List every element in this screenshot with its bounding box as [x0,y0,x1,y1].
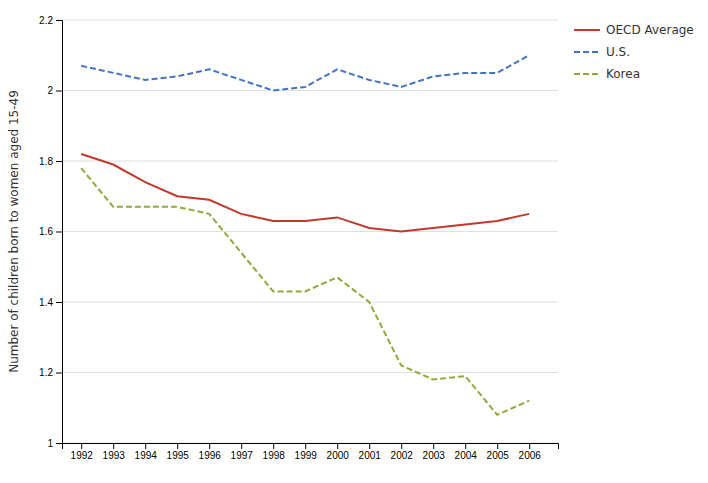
grid-line [62,372,558,373]
line [81,55,529,90]
tick-mark [241,443,242,449]
tick: 1995 [167,443,190,461]
tick-mark [433,443,434,449]
grid-line [62,231,558,232]
tick: 1 [47,438,62,449]
tick: 1998 [263,443,286,461]
chart-container: 1992 1993 1994 1995 1996 1997 1998 1999 2000 2001… [0,0,708,483]
tick-label: 1993 [103,450,126,461]
line [81,154,529,232]
tick-mark [305,443,306,449]
tick-mark [401,443,402,449]
tick-label: 2001 [359,450,382,461]
line [81,168,529,415]
tick-label: 1.6 [39,226,53,237]
legend-swatch [574,51,600,53]
tick-label: 1997 [231,450,254,461]
lines [81,55,529,415]
tick-label: 2003 [423,450,446,461]
tick-label: 1.2 [39,367,53,378]
x-axis: 1992 1993 1994 1995 1996 1997 1998 1999 2000 2001… [63,443,559,461]
tick-mark [113,443,114,449]
tick-mark [81,443,82,449]
tick-label: 2004 [455,450,478,461]
tick-mark [145,443,146,449]
plot: 1992 1993 1994 1995 1996 1997 1998 1999 2000 2001… [7,15,559,461]
tick: 1993 [103,443,126,461]
tick-label: 1996 [199,450,222,461]
tick-mark [529,443,530,449]
tick-label: 1995 [167,450,190,461]
tick: 1999 [295,443,318,461]
tick: 1.4 [39,297,62,308]
legend-swatch [574,73,600,75]
axis-line [63,444,559,450]
legend-label: OECD Average [606,23,694,37]
tick-mark [56,91,62,92]
legend-item: U.S. [574,45,630,59]
tick-label: 1.4 [39,297,53,308]
y-axis: 1 1.2 1.4 1.6 1.8 2 2.2 [39,15,62,449]
tick-label: 1994 [135,450,158,461]
grid-line [62,302,558,303]
tick-label: 2006 [519,450,542,461]
chart: 1992 1993 1994 1995 1996 1997 1998 1999 2000 2001… [0,0,708,483]
axis-line [56,21,63,444]
tick-label: 1.8 [39,156,53,167]
tick: 1.2 [39,367,62,378]
tick: 2 [47,85,62,96]
tick-label: 1998 [263,450,286,461]
tick-mark [273,443,274,449]
tick: 2004 [455,443,478,461]
legend-item: Korea [574,67,640,81]
tick: 2005 [487,443,510,461]
grid [62,20,558,443]
grid-line [62,90,558,91]
grid-line [62,20,558,21]
tick: 1997 [231,443,254,461]
tick-mark [209,443,210,449]
legend-swatch [574,29,600,31]
tick: 1996 [199,443,222,461]
tick-label: 2000 [327,450,350,461]
tick-mark [465,443,466,449]
tick: 1992 [71,443,94,461]
grid-line [62,161,558,162]
legend: OECD Average U.S. Korea [574,23,694,81]
tick-mark [56,373,62,374]
tick: 2002 [391,443,414,461]
tick: 2006 [519,443,542,461]
tick: 2000 [327,443,350,461]
tick-mark [56,232,62,233]
legend-label: Korea [606,67,640,81]
tick: 1.8 [39,156,62,167]
tick: 1994 [135,443,158,461]
tick-label: 2002 [391,450,414,461]
tick-mark [177,443,178,449]
tick-mark [369,443,370,449]
tick-mark [497,443,498,449]
y-axis-label: Number of children born to women aged 15… [7,90,21,373]
tick: 2003 [423,443,446,461]
tick-label: 2 [47,85,53,96]
tick-mark [56,161,62,162]
tick: 2001 [359,443,382,461]
tick: 1.6 [39,226,62,237]
tick-label: 1992 [71,450,94,461]
tick-mark [56,20,62,21]
tick-label: 1999 [295,450,318,461]
tick-mark [337,443,338,449]
tick-mark [56,302,62,303]
tick-label: 2005 [487,450,510,461]
tick-label: 1 [47,438,53,449]
tick-mark [56,443,62,444]
legend-item: OECD Average [574,23,694,37]
tick-label: 2.2 [39,15,53,26]
legend-label: U.S. [606,45,630,59]
tick: 2.2 [39,15,62,26]
